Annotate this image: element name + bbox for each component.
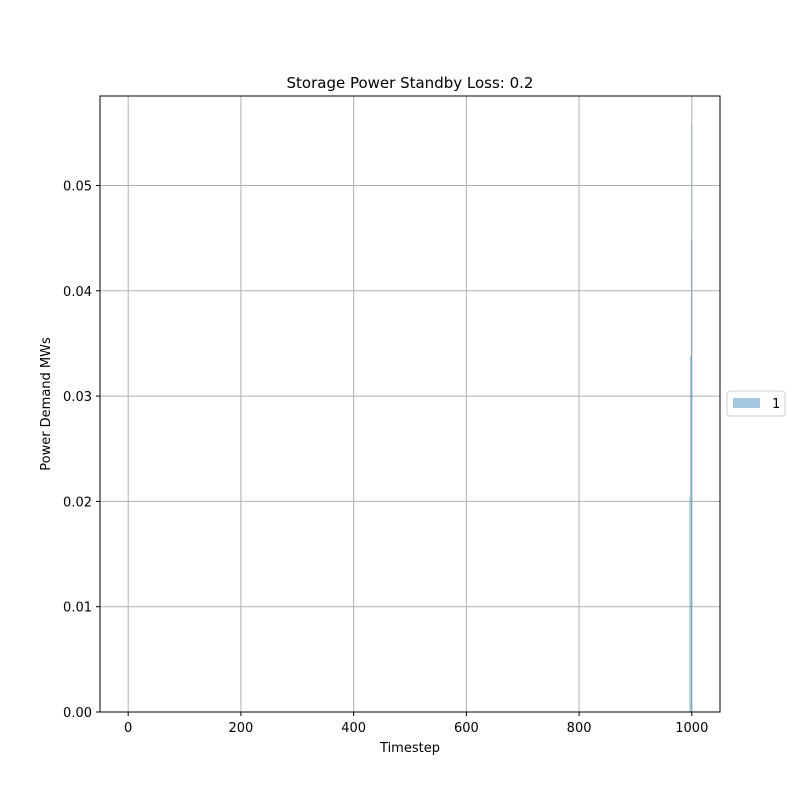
bars <box>689 124 693 712</box>
y-axis: 0.00 0.01 0.02 0.03 0.04 0.05 <box>63 180 100 721</box>
x-tick-label: 200 <box>228 721 253 736</box>
legend-box <box>726 390 786 417</box>
y-tick-label: 0.04 <box>63 285 92 300</box>
bar <box>691 239 692 712</box>
y-tick-label: 0.03 <box>63 390 92 405</box>
x-tick-label: 400 <box>341 721 366 736</box>
y-tick-label: 0.05 <box>63 180 92 195</box>
y-tick-label: 0.02 <box>63 495 92 510</box>
x-tick-label: 0 <box>124 721 132 736</box>
y-tick-label: 0.00 <box>63 706 92 721</box>
x-axis-title: Timestep <box>379 741 440 756</box>
bar <box>691 124 693 712</box>
plot-frame <box>99 95 721 713</box>
y-axis-title: Power Demand MWs <box>39 337 54 471</box>
x-tick-label: 1000 <box>675 721 708 736</box>
x-tick-label: 600 <box>454 721 479 736</box>
grid <box>100 96 720 713</box>
legend-swatch <box>733 398 760 408</box>
y-tick-label: 0.01 <box>63 601 92 616</box>
bar <box>689 356 691 712</box>
chart-title: Storage Power Standby Loss: 0.2 <box>287 74 534 92</box>
legend: 1 <box>726 390 786 417</box>
bar <box>690 356 692 712</box>
legend-label: 1 <box>772 397 780 412</box>
bar <box>689 496 690 712</box>
x-axis: 0 200 400 600 800 1000 <box>124 712 708 736</box>
x-tick-label: 800 <box>567 721 592 736</box>
